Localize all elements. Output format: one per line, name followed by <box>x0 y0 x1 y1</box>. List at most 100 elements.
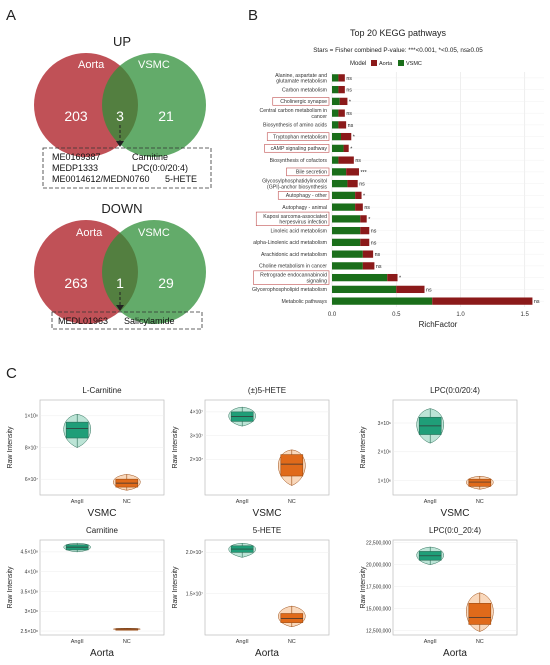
kegg-bar-aorta <box>340 132 352 141</box>
boxplot-x-tick-label: NC <box>123 639 131 645</box>
up-arrow-head <box>116 141 124 147</box>
kegg-category-text: Biosynthesis of cofactors <box>270 158 328 164</box>
kegg-category-label: Biosynthesis of cofactors <box>270 158 328 164</box>
panel-c-letter: C <box>6 365 17 382</box>
boxplot-x-label: Aorta <box>443 648 467 659</box>
boxplot-panel: L-Carnitine 6×10⁷ 8×10⁷ 1×10⁸ AngII NC VSMC Raw… <box>7 386 165 519</box>
boxplot-x-label: VSMC <box>441 508 470 519</box>
kegg-title: Top 20 KEGG pathways <box>350 28 447 38</box>
kegg-category-text: Choline metabolism in cancer <box>259 264 327 270</box>
up-list-name: Carnitine <box>132 152 168 162</box>
kegg-bar-aorta <box>338 109 345 117</box>
kegg-plot-area <box>332 72 544 307</box>
kegg-x-axis: 0.0 0.5 1.0 1.5 <box>328 312 530 318</box>
kegg-category-text: glutamate metabolism <box>276 79 327 85</box>
kegg-significance: * <box>368 217 370 223</box>
kegg-bar-aorta <box>347 179 358 188</box>
kegg-category-label: Cholinergic synapse <box>272 97 330 106</box>
kegg-bar-vsmc <box>332 74 339 82</box>
kegg-bar-aorta <box>339 97 348 106</box>
kegg-category-label: Glycerophospholipid metabolism <box>252 287 327 293</box>
kegg-bar-vsmc <box>332 238 361 247</box>
kegg-x-tick-label: 0.0 <box>328 312 337 318</box>
kegg-category-label: cAMP signaling pathway <box>264 144 330 153</box>
kegg-bar-aorta <box>338 85 345 94</box>
kegg-category-text: Biosynthesis of amino acids <box>263 123 327 129</box>
panel-b-letter: B <box>248 7 258 24</box>
down-list-id: MEDL01963 <box>58 316 108 326</box>
boxplot-y-tick-label: 17,500,000 <box>366 584 391 590</box>
boxplot-y-tick-label: 3×10⁸ <box>25 609 38 615</box>
kegg-category-text: Kaposi sarcoma-associated <box>263 214 327 220</box>
kegg-highlight-box <box>272 97 330 106</box>
boxplot-panel: LPC(0:0_20:4) 12,500,000 15,000,000 17,500,… <box>360 526 518 659</box>
boxplot-x-label: Aorta <box>90 648 114 659</box>
kegg-category-text: Glycosylphosphatidylinositol <box>262 179 327 185</box>
kegg-bar-vsmc <box>332 121 339 129</box>
legend-aorta-swatch <box>371 60 377 66</box>
boxplot-y-tick-label: 1×10⁸ <box>25 414 38 420</box>
boxplot-y-tick-label: 15,000,000 <box>366 606 391 612</box>
kegg-category-text: Central carbon metabolism in <box>260 108 328 114</box>
kegg-x-tick-label: 0.5 <box>392 312 401 318</box>
kegg-highlight-box <box>286 167 330 177</box>
down-vsmc-label: VSMC <box>138 227 170 239</box>
kegg-category-label: Linoleic acid metabolism <box>270 228 327 234</box>
boxplot-frame <box>204 399 330 496</box>
kegg-category-label: Tryptophan metabolism <box>266 132 330 141</box>
boxplot-grid: L-Carnitine 6×10⁷ 8×10⁷ 1×10⁸ AngII NC VSMC Raw… <box>7 386 518 659</box>
down-list-name: Salicylamide <box>124 316 175 326</box>
kegg-significance: ns <box>348 123 354 129</box>
up-list-name: LPC(0:0/20:4) <box>132 163 188 173</box>
kegg-category-text: cAMP signaling pathway <box>271 146 328 152</box>
boxplot-y-tick-label: 4×10⁸ <box>25 569 38 575</box>
kegg-category-text: Carbon metabolism <box>282 87 327 93</box>
down-aorta-count: 263 <box>64 275 88 291</box>
kegg-category-label: alpha-Linolenic acid metabolism <box>253 240 327 246</box>
kegg-gridlines <box>331 72 544 307</box>
kegg-category-label: Bile secretion <box>286 167 330 177</box>
boxplot-title: LPC(0:0/20:4) <box>430 386 480 395</box>
kegg-category-text: Metabolic pathways <box>281 299 327 305</box>
boxplot-x-tick-label: NC <box>476 639 484 645</box>
kegg-bar-aorta <box>343 144 349 153</box>
up-list-id: MEDP1333 <box>52 163 98 173</box>
boxplot-y-tick-label: 2×10⁶ <box>378 450 391 456</box>
kegg-significance: ns <box>371 229 377 235</box>
kegg-bar-vsmc <box>332 250 363 258</box>
boxplot-title: Carnitine <box>86 526 119 535</box>
kegg-bar-vsmc <box>332 85 339 94</box>
up-list-id: ME0014612/MEDN0760 <box>52 174 150 184</box>
kegg-bar-vsmc <box>332 168 347 176</box>
boxplot-x-label: Aorta <box>255 648 279 659</box>
up-vsmc-label: VSMC <box>138 59 170 71</box>
kegg-subtitle: Stars = Fisher combined P-value: ***<0.0… <box>313 47 483 54</box>
down-vsmc-count: 29 <box>158 275 174 291</box>
kegg-category-text: cancer <box>311 114 327 120</box>
kegg-significance: ns <box>371 240 377 246</box>
kegg-category-text: Arachidonic acid metabolism <box>261 252 327 258</box>
kegg-bar-vsmc <box>332 132 341 141</box>
kegg-bar-aorta <box>360 238 370 247</box>
down-arrow-head <box>116 305 124 311</box>
kegg-bar-aorta <box>355 203 363 211</box>
kegg-highlight-box <box>264 144 330 153</box>
boxplot-frame <box>204 539 330 636</box>
down-aorta-label: Aorta <box>76 227 103 239</box>
boxplot-y-tick-label: 3.5×10⁸ <box>20 589 38 595</box>
kegg-bar-vsmc <box>332 203 356 211</box>
kegg-bar-vsmc <box>332 109 339 117</box>
boxplot-y-tick-label: 20,000,000 <box>366 562 391 568</box>
kegg-significance: ns <box>346 88 352 94</box>
kegg-category-label: Choline metabolism in cancer <box>259 264 327 270</box>
kegg-bar-aorta <box>346 168 359 176</box>
boxplot-y-tick-label: 8×10⁷ <box>25 445 38 451</box>
boxplot-title: (±)5-HETE <box>248 386 286 395</box>
boxplot-y-tick-label: 1.5×10⁷ <box>186 591 203 597</box>
kegg-significance: ns <box>355 158 361 164</box>
boxplot-y-label: Raw Intensity <box>360 426 367 469</box>
boxplot-box <box>115 628 139 631</box>
